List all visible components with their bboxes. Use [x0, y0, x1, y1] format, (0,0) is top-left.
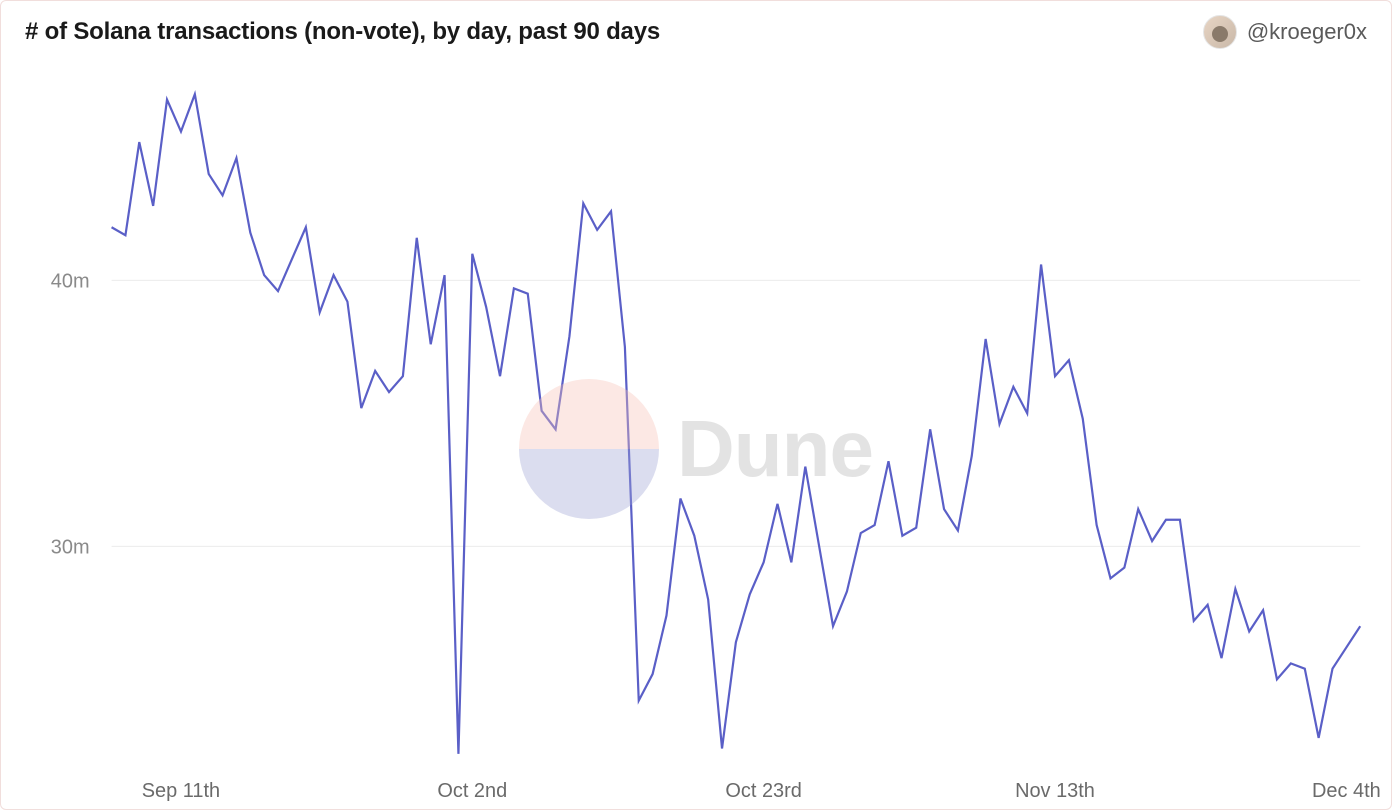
x-tick-label: Dec 4th	[1312, 780, 1381, 802]
y-tick-label: 30m	[51, 536, 90, 558]
chart-card: # of Solana transactions (non-vote), by …	[0, 0, 1392, 810]
x-tick-label: Oct 2nd	[437, 780, 507, 802]
chart-area: Dune 30m40mSep 11thOct 2ndOct 23rdNov 13…	[1, 61, 1391, 809]
series-line	[112, 94, 1361, 754]
x-tick-label: Sep 11th	[142, 780, 220, 802]
chart-title: # of Solana transactions (non-vote), by …	[25, 18, 660, 46]
y-tick-label: 40m	[51, 270, 90, 292]
card-header: # of Solana transactions (non-vote), by …	[1, 1, 1391, 49]
author-handle[interactable]: @kroeger0x	[1247, 19, 1367, 45]
x-tick-label: Nov 13th	[1015, 780, 1095, 802]
line-chart-svg: 30m 40m Sep 11th Oct 2nd Oct 23rd Nov 13th Dec…	[1, 61, 1391, 809]
author-block[interactable]: @kroeger0x	[1203, 15, 1367, 49]
x-tick-label: Oct 23rd	[725, 780, 801, 802]
author-avatar[interactable]	[1203, 15, 1237, 49]
